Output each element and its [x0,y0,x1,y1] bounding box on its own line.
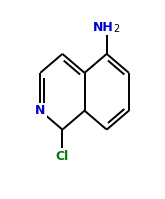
Text: N: N [35,104,45,117]
Text: 2: 2 [113,24,119,34]
Text: NH: NH [93,21,114,34]
Text: Cl: Cl [56,150,69,163]
